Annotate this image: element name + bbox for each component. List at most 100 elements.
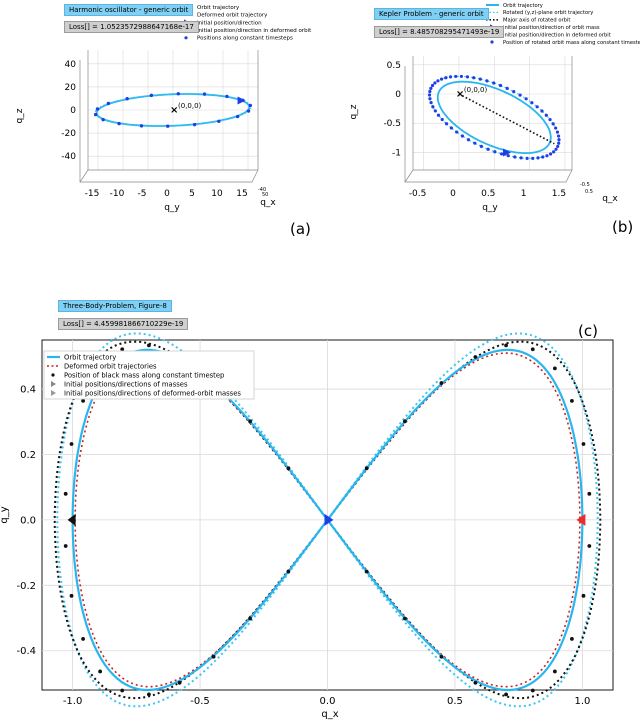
panel-c-legend-label: Position of black mass along constant ti…: [64, 371, 224, 379]
timestep-marker: [472, 76, 476, 80]
panel-a-grid: [88, 50, 258, 170]
timestep-marker: [548, 152, 553, 156]
x-tick-label: 1: [521, 189, 527, 199]
timestep-marker: [439, 77, 444, 81]
panel-b-legend-label: initial position/direction in deformed o…: [503, 32, 611, 38]
timestep-marker: [125, 97, 129, 101]
panel-c-loss-box: Loss[] = 4.459981866710229e-19: [58, 318, 189, 330]
timestep-marker: [479, 144, 483, 148]
black-mass-marker: [530, 347, 535, 352]
timestep-marker: [139, 124, 144, 128]
panel-b-grid: [413, 56, 572, 170]
panel-b-legend-label: initial position/direction of orbit mass: [503, 25, 600, 31]
panel-a-label: (a): [290, 220, 311, 238]
panel-a-curves: × (0,0,0): [93, 92, 253, 128]
panel-b-legend-label: Orbit trajectory: [503, 3, 543, 9]
panel-a-loss-box: Loss[] = 1.0523572988647168e-17: [64, 21, 199, 33]
x-tick-label: -0.5: [190, 696, 210, 707]
y-tick-label: -0.4: [16, 646, 36, 657]
panel-a-legend: Orbit trajectory Deformed orbit trajector…: [180, 5, 312, 42]
initial-position-marker: [237, 96, 246, 105]
y-tick-label: 0.2: [20, 450, 36, 461]
timestep-marker: [505, 86, 509, 91]
timestep-marker: [431, 105, 435, 109]
timestep-marker: [455, 130, 459, 134]
panel-b-ticks: -0.5 0 0.5 1 1.50.50-0.5-1q_yq_z-0.50.5q_x: [349, 61, 618, 213]
timestep-marker: [449, 126, 453, 130]
origin-label: (0,0,0): [178, 102, 202, 110]
y-tick-label: 0: [70, 106, 76, 116]
origin-marker: ×: [170, 105, 178, 116]
x-tick-label: 0.5: [481, 189, 495, 199]
x-tick-label: 0.5: [447, 696, 463, 707]
initial-position-marker: [502, 148, 511, 157]
timestep-marker: [540, 109, 544, 113]
timestep-marker: [519, 156, 523, 160]
timestep-marker: [513, 155, 517, 159]
timestep-marker: [248, 103, 253, 108]
panel-c-legend-swatch: [51, 381, 56, 387]
y-tick-label: 0.0: [20, 515, 36, 526]
timestep-marker: [530, 101, 534, 105]
panel-c-legend-label: Orbit trajectory: [64, 353, 116, 361]
timestep-marker: [498, 83, 503, 88]
timestep-marker: [492, 81, 496, 85]
black-mass-marker: [63, 491, 68, 496]
timestep-marker: [536, 156, 540, 160]
black-mass-marker: [364, 466, 369, 471]
timestep-marker: [166, 124, 170, 128]
x-axis-label: q_y: [482, 203, 498, 213]
timestep-marker: [429, 101, 433, 105]
y-tick-label: -1: [392, 148, 401, 158]
timestep-marker: [557, 138, 561, 142]
timestep-marker: [217, 119, 221, 123]
panel-c-legend-swatch: [51, 373, 55, 377]
timestep-marker: [556, 134, 561, 138]
timestep-marker: [554, 126, 558, 130]
black-mass-marker: [570, 398, 574, 403]
x-tick-label: 5: [189, 189, 195, 199]
timestep-marker: [433, 109, 437, 113]
y-axis-label: q_z: [349, 104, 359, 119]
timestep-marker: [535, 105, 539, 109]
panel-c-legend-label: Initial positions/directions of deformed…: [64, 389, 241, 397]
black-mass-marker: [570, 637, 574, 641]
y-axis-label: q_y: [0, 506, 10, 523]
panel-a-legend-label: Positions along constant timesteps: [197, 36, 293, 42]
black-mass-marker: [177, 680, 182, 685]
timestep-marker: [524, 97, 528, 101]
y-tick-label: -20: [61, 129, 76, 139]
y-tick-label: 0.5: [387, 61, 401, 71]
timestep-marker: [555, 130, 560, 134]
x-axis-label: q_y: [164, 203, 180, 213]
axis-frame: [87, 50, 259, 171]
black-mass-marker: [530, 688, 535, 693]
depth-tick-label: -40: [258, 187, 266, 193]
axis-frame-depth: [79, 60, 259, 183]
panel-c-label: (c): [578, 322, 598, 340]
black-mass-marker: [473, 680, 478, 685]
timestep-marker: [436, 79, 440, 83]
panel-a-legend-label: Orbit trajectory: [197, 5, 240, 11]
black-mass-marker: [439, 654, 444, 659]
timestep-marker: [459, 74, 464, 79]
black-mass-marker: [402, 419, 407, 424]
depth-axis-label: q_x: [260, 198, 276, 208]
y-tick-label: -0.2: [16, 581, 36, 592]
x-tick-label: 1.5: [552, 189, 566, 199]
black-mass-marker: [120, 688, 125, 693]
timestep-marker: [428, 89, 432, 94]
black-mass-marker: [69, 593, 74, 598]
black-mass-marker: [504, 692, 508, 697]
y-tick-label: 0: [395, 90, 401, 100]
panel-b-legend-swatch: [490, 40, 494, 44]
panel-c-legend-swatch: [51, 390, 56, 396]
x-tick-label: -1.0: [63, 696, 83, 707]
black-mass-marker: [63, 544, 68, 548]
timestep-marker: [460, 134, 464, 138]
depth-tick-label: 0.5: [585, 189, 593, 195]
panel-b-box: [404, 56, 573, 183]
black-mass-marker: [504, 343, 508, 348]
timestep-marker: [465, 75, 470, 79]
